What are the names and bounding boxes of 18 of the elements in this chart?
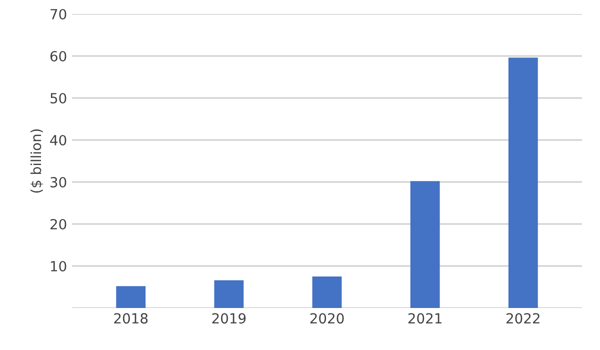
- y-tick-label: 40: [50, 134, 66, 146]
- x-tick-label: 2022: [506, 313, 540, 324]
- y-tick-label: 30: [50, 176, 66, 188]
- x-tick-label: 2021: [408, 313, 442, 324]
- x-tick-label: 2018: [114, 313, 148, 324]
- bar: [410, 181, 440, 308]
- bar: [214, 280, 244, 308]
- y-axis-title: ($ billion): [30, 129, 44, 193]
- y-tick-label: 20: [50, 218, 66, 230]
- x-tick-label: 2020: [310, 313, 344, 324]
- x-tick-label: 2019: [212, 313, 246, 324]
- bar: [116, 286, 146, 308]
- bar: [312, 276, 342, 308]
- y-tick-label: 50: [50, 92, 66, 104]
- y-tick-label: 10: [50, 260, 66, 272]
- bar: [508, 58, 538, 308]
- y-tick-label: 60: [50, 50, 66, 62]
- y-tick-label: 70: [50, 8, 66, 20]
